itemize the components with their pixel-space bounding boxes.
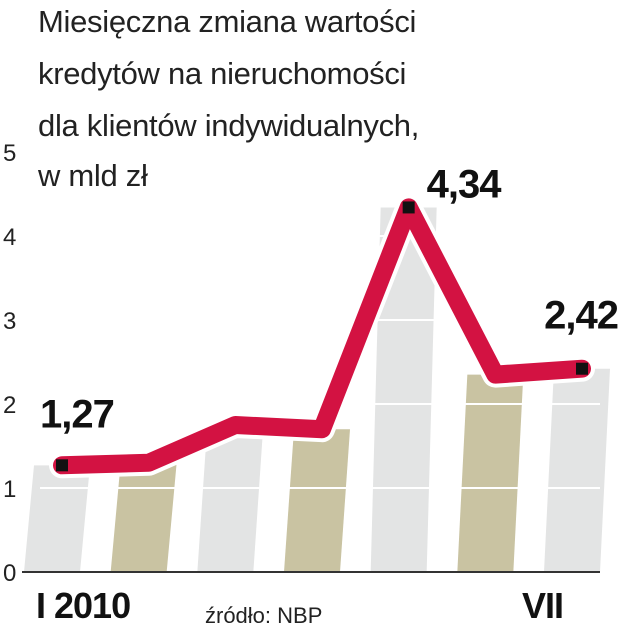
- background-band: [110, 462, 177, 572]
- background-band: [197, 425, 264, 572]
- y-tick-label: 4: [3, 224, 16, 251]
- background-band: [370, 207, 437, 572]
- data-label: 2,42: [544, 294, 618, 338]
- source-note: źródło: NBP: [205, 603, 323, 628]
- chart-title-line-2: kredytów na nieruchomości: [38, 56, 407, 91]
- chart-title-line-3: dla klientów indywidualnych,: [38, 108, 420, 143]
- data-label: 1,27: [40, 392, 114, 436]
- y-tick-label: 0: [3, 560, 16, 587]
- y-tick-label: 1: [3, 476, 16, 503]
- data-line: [53, 198, 591, 475]
- data-label: 4,34: [427, 162, 503, 206]
- y-tick-label: 3: [3, 308, 16, 335]
- background-band: [544, 368, 610, 572]
- x-tick-label: VII: [522, 585, 563, 626]
- x-tick-label: I 2010: [36, 585, 130, 626]
- background-band: [24, 465, 90, 572]
- chart-title-line-1: Miesięczna zmiana wartości: [38, 4, 417, 39]
- background-band: [284, 429, 350, 572]
- data-point-marker: [56, 459, 68, 472]
- data-point-marker: [402, 201, 415, 214]
- chart-title-line-4: w mld zł: [38, 158, 148, 193]
- data-point-marker: [576, 362, 588, 375]
- y-tick-label: 2: [3, 392, 16, 419]
- background-band: [457, 374, 524, 572]
- y-tick-label: 5: [3, 140, 16, 167]
